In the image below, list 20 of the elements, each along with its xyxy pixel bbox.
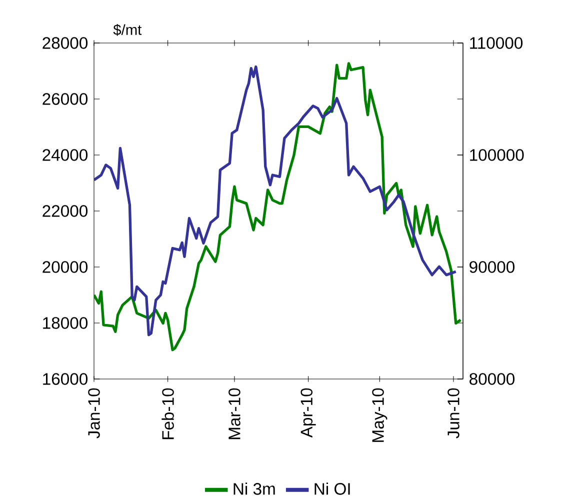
x-tick-label: Apr-10 [300, 388, 316, 438]
y-axis-title: $/mt [113, 24, 142, 36]
y-tick-label: 26000 [42, 93, 88, 105]
x-tick-label: Mar-10 [228, 388, 240, 440]
y-tick-label: 20000 [42, 261, 88, 273]
x-tick-label: Feb-10 [162, 388, 174, 440]
legend-label: Ni 3m [234, 482, 275, 495]
y-tick-label: 24000 [42, 149, 88, 161]
y2-tick-label: 110000 [470, 37, 523, 49]
x-tick-label: Jun-10 [448, 388, 460, 438]
y2-tick-label: 100000 [470, 149, 524, 161]
y-tick-label: 16000 [43, 373, 88, 385]
x-tick-label: May-10 [372, 388, 388, 442]
y-tick-label: 18000 [43, 317, 88, 329]
x-tick-label: Jan-10 [88, 388, 100, 438]
legend-label: Ni OI [314, 482, 350, 495]
y2-tick-label: 90000 [470, 261, 514, 273]
y-tick-label: 22000 [42, 205, 88, 217]
y2-tick-label: 80000 [470, 373, 514, 385]
y-tick-label: 28000 [42, 37, 88, 49]
